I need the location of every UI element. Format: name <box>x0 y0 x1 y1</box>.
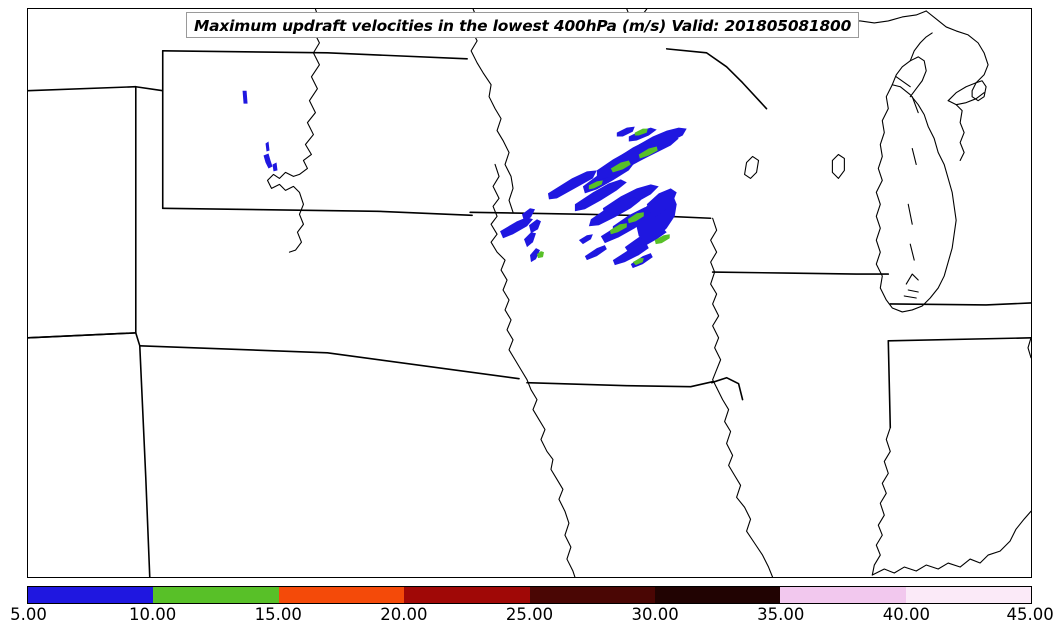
colorbar-segment-5-10 <box>28 587 154 603</box>
colorbar-tick-5.00: 5.00 <box>10 605 47 624</box>
colorbar-tick-30.00: 30.00 <box>631 605 679 624</box>
plot-title: Maximum updraft velocities in the lowest… <box>186 12 860 38</box>
rivers-and-lakes <box>266 9 1031 577</box>
colorbar-segment-10-15 <box>153 587 279 603</box>
colorbar-tick-labels: 5.00 10.00 15.00 20.00 25.00 30.00 35.00 40.00 4… <box>0 605 1060 631</box>
colorbar-segment-40-45 <box>905 587 1031 603</box>
map-plot-area[interactable] <box>27 8 1032 578</box>
colorbar-segment-25-30 <box>529 587 655 603</box>
colorbar-tick-15.00: 15.00 <box>254 605 302 624</box>
colorbar-tick-10.00: 10.00 <box>129 605 177 624</box>
updraft-cells-10-15 <box>536 128 670 266</box>
colorbar-segment-15-20 <box>278 587 405 603</box>
state-boundaries <box>28 48 1031 577</box>
colorbar-segment-30-35 <box>654 587 781 603</box>
updraft-cells-5-10 <box>242 90 687 269</box>
colorbar-tick-20.00: 20.00 <box>380 605 428 624</box>
colorbar[interactable] <box>27 586 1032 604</box>
colorbar-tick-25.00: 25.00 <box>505 605 554 624</box>
colorbar-tick-45.00: 45.00 <box>1006 605 1054 624</box>
map-geography <box>28 9 1031 577</box>
colorbar-tick-35.00: 35.00 <box>757 605 805 624</box>
colorbar-tick-40.00: 40.00 <box>882 605 930 624</box>
colorbar-segment-35-40 <box>780 587 906 603</box>
colorbar-segment-20-25 <box>404 587 530 603</box>
